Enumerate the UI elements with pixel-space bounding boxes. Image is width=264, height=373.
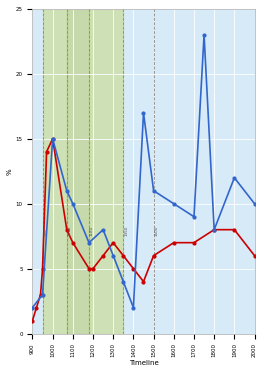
Text: 1070: 1070: [68, 226, 72, 236]
Bar: [89, 9, 123, 333]
Bar: [43, 9, 67, 333]
Text: 1350: 1350: [124, 226, 128, 236]
X-axis label: Timeline: Timeline: [129, 360, 158, 366]
Bar: [67, 9, 89, 333]
Text: 1500: 1500: [155, 226, 159, 236]
Text: 950: 950: [44, 228, 48, 236]
Text: 1180: 1180: [90, 226, 94, 236]
Y-axis label: %: %: [7, 168, 13, 175]
